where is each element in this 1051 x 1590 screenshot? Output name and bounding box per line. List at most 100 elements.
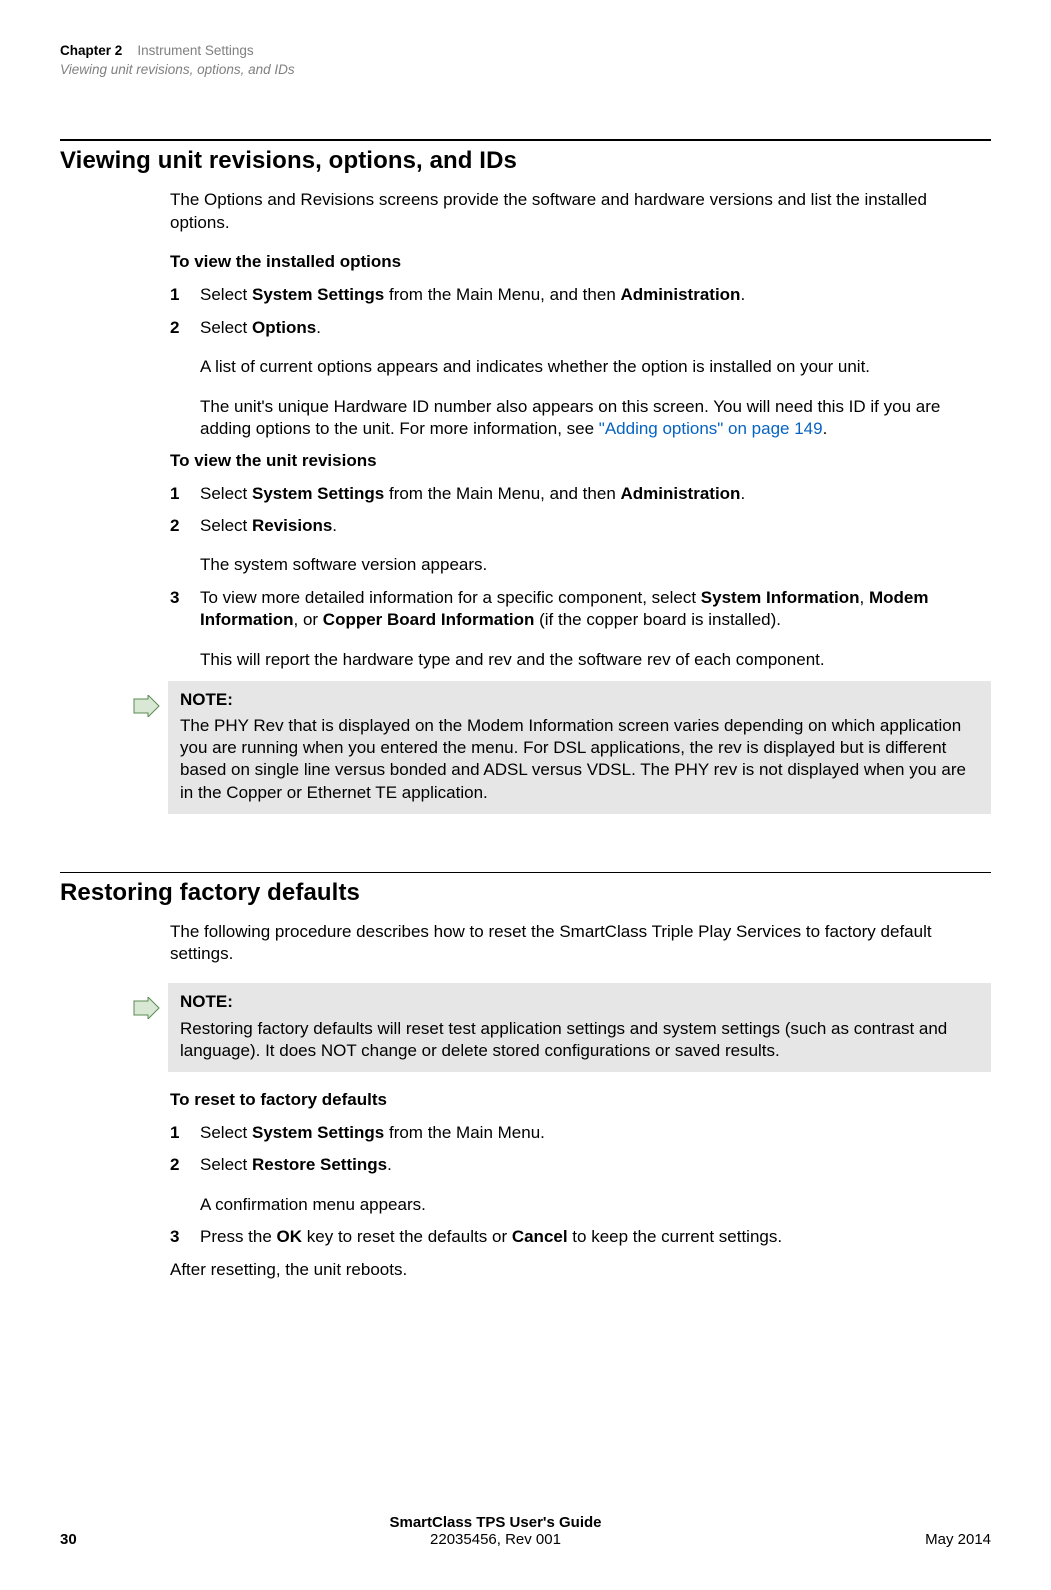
intro-paragraph: The Options and Revisions screens provid… [170, 189, 991, 234]
step-continuation: This will report the hardware type and r… [200, 649, 991, 671]
step-row: 3 Press the OK key to reset the defaults… [170, 1226, 991, 1248]
section-body-restore-steps: To reset to factory defaults 1 Select Sy… [170, 1090, 991, 1281]
bold-text: Copper Board Information [323, 610, 535, 629]
bold-text: Cancel [512, 1227, 568, 1246]
section-heading-viewing: Viewing unit revisions, options, and IDs [60, 147, 991, 175]
step-text: Select Options. [200, 317, 991, 339]
intro-paragraph: The following procedure describes how to… [170, 921, 991, 966]
subhead-installed-options: To view the installed options [170, 252, 991, 272]
text: from the Main Menu, and then [384, 484, 620, 503]
step-number: 1 [170, 1122, 200, 1144]
section-heading-restore: Restoring factory defaults [60, 879, 991, 907]
note-label: NOTE: [180, 991, 979, 1013]
text: Select [200, 285, 252, 304]
note-box: NOTE: The PHY Rev that is displayed on t… [168, 681, 991, 813]
bold-text: Administration [621, 285, 741, 304]
text: To view more detailed information for a … [200, 588, 701, 607]
footer-doc-number: 22035456, Rev 001 [430, 1531, 561, 1548]
text: . [823, 419, 828, 438]
section-rule [60, 139, 991, 141]
note-block: NOTE: Restoring factory defaults will re… [132, 983, 991, 1071]
step-text: Select System Settings from the Main Men… [200, 1122, 991, 1144]
step-row: 1 Select System Settings from the Main M… [170, 1122, 991, 1144]
text: Select [200, 484, 252, 503]
chapter-label: Chapter 2 [60, 43, 122, 58]
step-row: 1 Select System Settings from the Main M… [170, 483, 991, 505]
step-text: Select Restore Settings. [200, 1154, 991, 1176]
closing-paragraph: After resetting, the unit reboots. [170, 1259, 991, 1281]
page-footer: 30 SmartClass TPS User's Guide 22035456,… [60, 1514, 991, 1548]
text: The unit's unique Hardware ID number als… [200, 397, 940, 438]
bold-text: System Settings [252, 1123, 384, 1142]
step-number: 3 [170, 1226, 200, 1248]
bold-text: System Settings [252, 484, 384, 503]
text: Press the [200, 1227, 277, 1246]
section-body-restore: The following procedure describes how to… [170, 921, 991, 966]
footer-date: May 2014 [871, 1531, 991, 1548]
text: Select [200, 318, 252, 337]
text: key to reset the defaults or [302, 1227, 512, 1246]
chapter-title: Instrument Settings [137, 43, 253, 58]
step-number: 3 [170, 587, 200, 632]
text: , or [294, 610, 323, 629]
note-block: NOTE: The PHY Rev that is displayed on t… [132, 681, 991, 813]
step-number: 2 [170, 1154, 200, 1176]
header-section-title: Viewing unit revisions, options, and IDs [60, 61, 991, 79]
subhead-unit-revisions: To view the unit revisions [170, 451, 991, 471]
text: Select [200, 1155, 252, 1174]
step-continuation: The unit's unique Hardware ID number als… [200, 396, 991, 441]
note-arrow-icon [132, 681, 168, 722]
text: . [387, 1155, 392, 1174]
text: . [740, 285, 745, 304]
note-label: NOTE: [180, 689, 979, 711]
subhead-reset-defaults: To reset to factory defaults [170, 1090, 991, 1110]
bold-text: Restore Settings [252, 1155, 387, 1174]
step-row: 2 Select Revisions. [170, 515, 991, 537]
step-row: 2 Select Restore Settings. [170, 1154, 991, 1176]
header-separator [126, 43, 134, 58]
step-continuation: A confirmation menu appears. [200, 1194, 991, 1216]
step-text: Select System Settings from the Main Men… [200, 483, 991, 505]
footer-guide-title: SmartClass TPS User's Guide [120, 1514, 871, 1531]
section-body-viewing: The Options and Revisions screens provid… [170, 189, 991, 671]
text: . [332, 516, 337, 535]
step-number: 2 [170, 317, 200, 339]
step-row: 2 Select Options. [170, 317, 991, 339]
step-text: To view more detailed information for a … [200, 587, 991, 632]
note-body: Restoring factory defaults will reset te… [180, 1019, 947, 1060]
text: Select [200, 1123, 252, 1142]
step-number: 1 [170, 284, 200, 306]
step-text: Press the OK key to reset the defaults o… [200, 1226, 991, 1248]
text: from the Main Menu, and then [384, 285, 620, 304]
bold-text: Options [252, 318, 316, 337]
note-box: NOTE: Restoring factory defaults will re… [168, 983, 991, 1071]
text: (if the copper board is installed). [534, 610, 781, 629]
text: , [860, 588, 869, 607]
bold-text: Revisions [252, 516, 332, 535]
text: . [316, 318, 321, 337]
text: . [740, 484, 745, 503]
cross-reference-link[interactable]: "Adding options" on page 149 [599, 419, 823, 438]
step-number: 2 [170, 515, 200, 537]
bold-text: Administration [621, 484, 741, 503]
bold-text: System Information [701, 588, 860, 607]
page-number: 30 [60, 1531, 120, 1548]
running-header: Chapter 2 Instrument Settings Viewing un… [60, 42, 991, 79]
step-text: Select Revisions. [200, 515, 991, 537]
step-continuation: The system software version appears. [200, 554, 991, 576]
text: Select [200, 516, 252, 535]
step-text: Select System Settings from the Main Men… [200, 284, 991, 306]
page: Chapter 2 Instrument Settings Viewing un… [0, 0, 1051, 1590]
section-rule [60, 872, 991, 873]
note-arrow-icon [132, 983, 168, 1024]
step-row: 1 Select System Settings from the Main M… [170, 284, 991, 306]
footer-center: SmartClass TPS User's Guide 22035456, Re… [120, 1514, 871, 1548]
text: to keep the current settings. [568, 1227, 783, 1246]
step-row: 3 To view more detailed information for … [170, 587, 991, 632]
text: from the Main Menu. [384, 1123, 545, 1142]
bold-text: OK [277, 1227, 303, 1246]
step-continuation: A list of current options appears and in… [200, 356, 991, 378]
bold-text: System Settings [252, 285, 384, 304]
step-number: 1 [170, 483, 200, 505]
note-body: The PHY Rev that is displayed on the Mod… [180, 716, 966, 801]
